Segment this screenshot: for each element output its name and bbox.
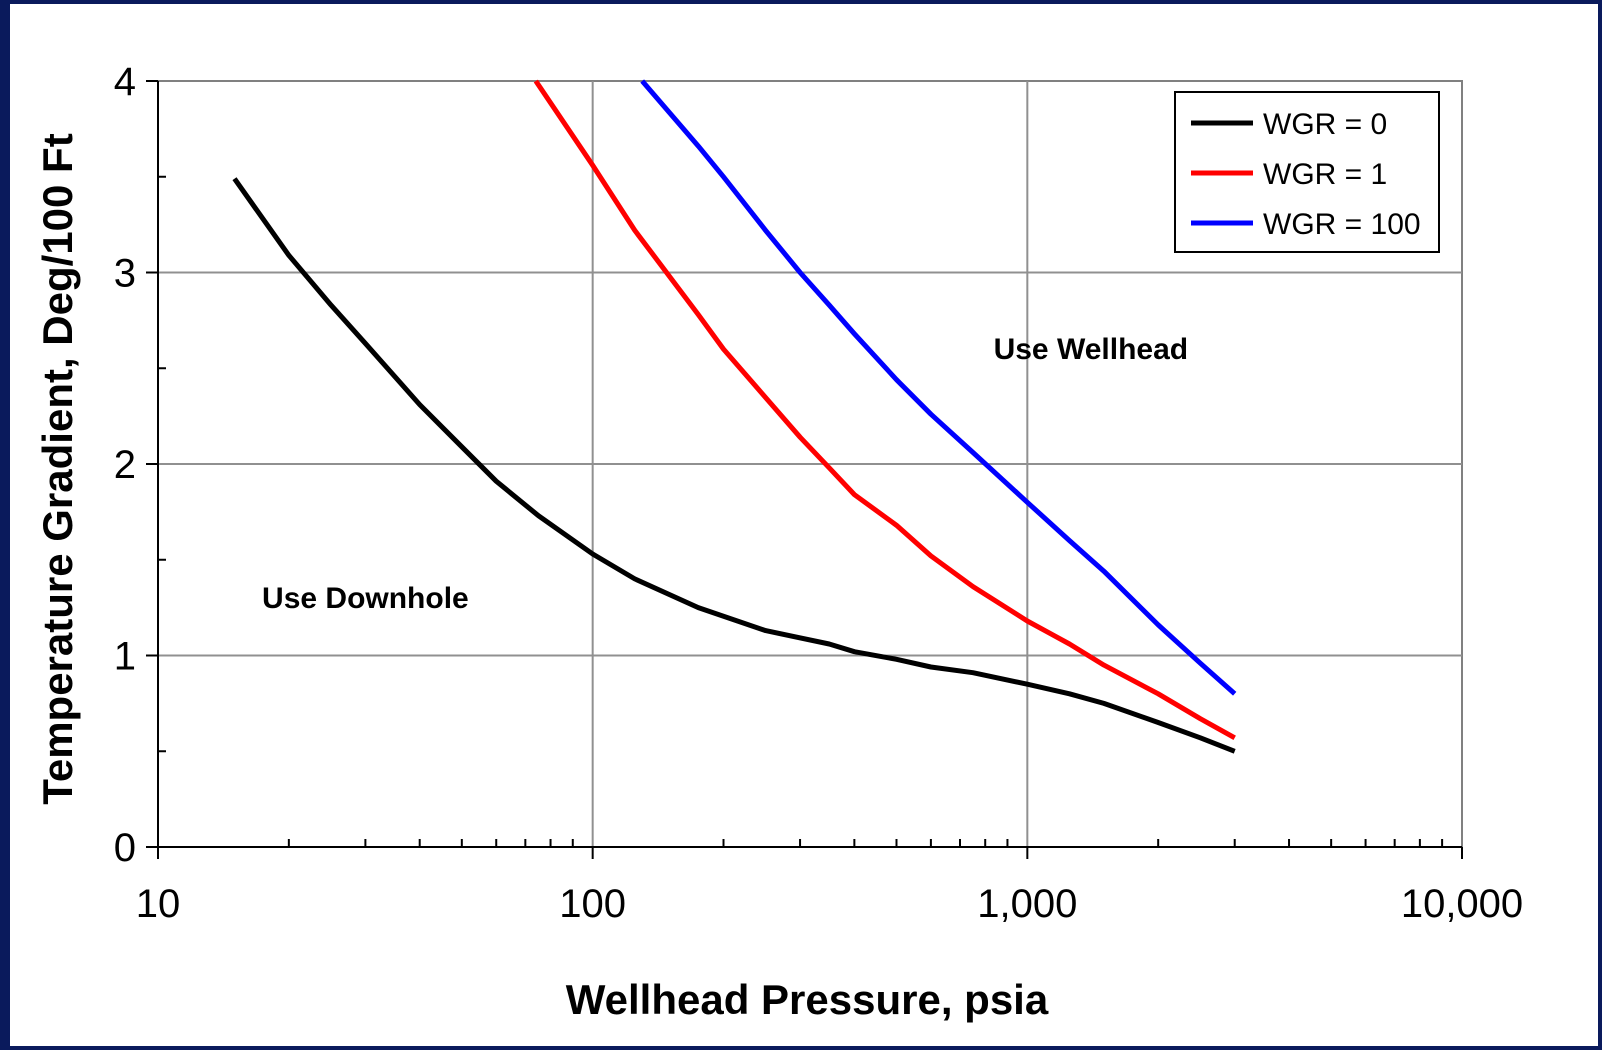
series-line-2 bbox=[640, 79, 1237, 696]
annotation-0: Use Wellhead bbox=[994, 333, 1189, 366]
series-line-0 bbox=[232, 177, 1236, 754]
plot-series bbox=[232, 79, 1237, 754]
x-tick-label-0: 10 bbox=[136, 882, 181, 926]
annotations: Use Wellhead Use Downhole bbox=[262, 333, 1188, 615]
y-axis-title: Temperature Gradient, Deg/100 Ft bbox=[34, 133, 81, 804]
x-tick-label-1: 100 bbox=[559, 882, 626, 926]
chart-svg: 0 1 2 3 4 10 100 1,000 10,000 Use Wellhead Use Do… bbox=[34, 60, 1523, 1023]
x-tick-label-3: 10,000 bbox=[1401, 882, 1523, 926]
y-tick-label-3: 3 bbox=[114, 252, 136, 296]
ticks: 0 1 2 3 4 10 100 1,000 10,000 bbox=[114, 60, 1523, 926]
x-tick-label-2: 1,000 bbox=[977, 882, 1077, 926]
y-tick-label-0: 0 bbox=[114, 826, 136, 870]
x-axis-title: Wellhead Pressure, psia bbox=[566, 976, 1049, 1023]
y-tick-label-2: 2 bbox=[114, 443, 136, 487]
annotation-1: Use Downhole bbox=[262, 582, 469, 615]
legend-label-0: WGR = 0 bbox=[1263, 108, 1387, 141]
chart-frame: 0 1 2 3 4 10 100 1,000 10,000 Use Wellhead Use Do… bbox=[10, 4, 1598, 1046]
legend-label-1: WGR = 1 bbox=[1263, 158, 1387, 191]
legend-label-2: WGR = 100 bbox=[1263, 208, 1421, 241]
y-tick-label-1: 1 bbox=[114, 635, 136, 679]
y-tick-label-4: 4 bbox=[114, 60, 136, 104]
legend: WGR = 0 WGR = 1 WGR = 100 bbox=[1174, 91, 1440, 253]
series-line-1 bbox=[533, 79, 1236, 740]
